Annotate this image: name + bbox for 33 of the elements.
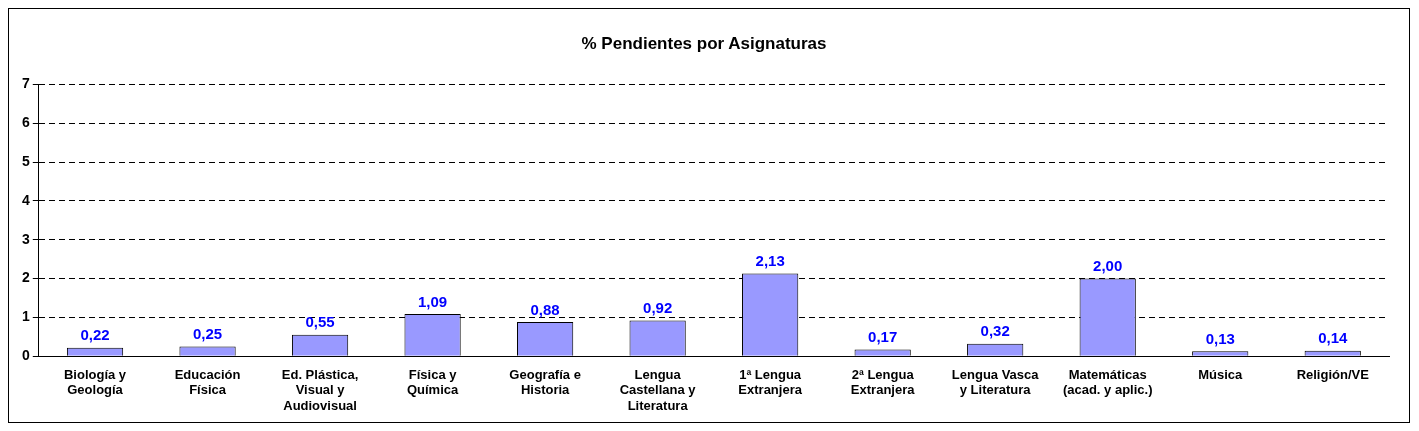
y-tick-label: 1 xyxy=(21,308,30,325)
x-tick-label: Religión/VE xyxy=(1296,366,1370,382)
data-label: 0,88 xyxy=(530,300,560,318)
data-label: 0,32 xyxy=(980,322,1010,340)
x-tick-label: Lengua Vasca y Literatura xyxy=(951,366,1040,398)
data-label: 0,13 xyxy=(1205,329,1235,347)
data-label: 0,22 xyxy=(80,326,110,344)
data-label: 0,14 xyxy=(1318,329,1348,347)
x-tick-label: Lengua Castellana y Literatura xyxy=(619,366,697,413)
x-tick-label: 1ª Lengua Extranjera xyxy=(738,366,803,398)
y-tick-label: 6 xyxy=(21,114,30,131)
y-tick-label: 2 xyxy=(21,269,30,286)
y-tick-label: 7 xyxy=(21,75,30,92)
data-label: 0,17 xyxy=(868,328,898,346)
y-tick-label: 3 xyxy=(21,230,30,247)
data-label: 0,55 xyxy=(305,313,335,331)
x-tick-label: Educación Física xyxy=(174,366,241,398)
x-tick-label: Geografía e Historia xyxy=(509,366,581,398)
x-tick-label: Biología y Geología xyxy=(63,366,127,398)
y-tick-label: 5 xyxy=(21,152,30,169)
data-label: 1,09 xyxy=(418,292,448,310)
chart-title: % Pendientes por Asignaturas xyxy=(581,33,827,53)
data-label: 0,25 xyxy=(192,325,223,343)
x-tick-label: Ed. Plástica, Visual y Audiovisual xyxy=(281,366,359,413)
y-tick-label: 4 xyxy=(21,191,30,208)
y-tick-label: 0 xyxy=(21,347,30,364)
data-label: 2,00 xyxy=(1093,257,1123,275)
data-label: 2,13 xyxy=(755,252,785,270)
x-tick-label: 2ª Lengua Extranjera xyxy=(850,366,916,398)
x-tick-label: Música xyxy=(1198,366,1244,382)
x-tick-label: Matemáticas (acad. y aplic.) xyxy=(1062,366,1153,398)
x-tick-label: Física y Química xyxy=(406,366,460,398)
data-label: 0,92 xyxy=(643,299,673,317)
